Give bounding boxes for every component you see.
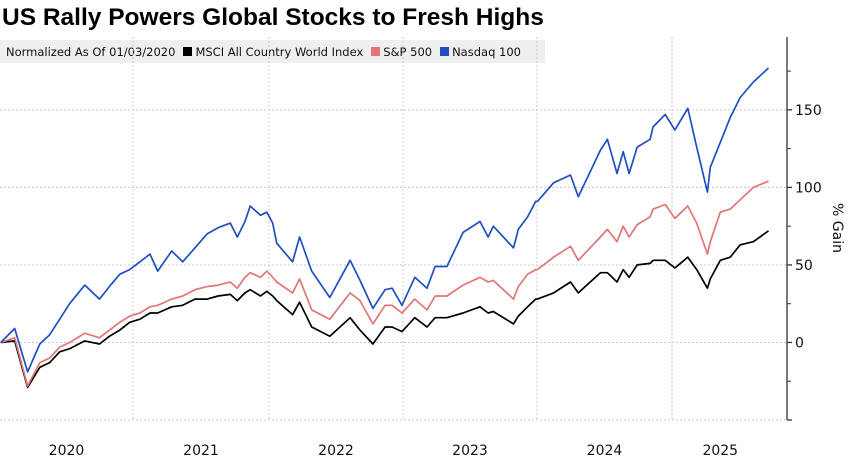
x-tick-label: 2023: [452, 443, 488, 459]
legend: Normalized As Of 01/03/2020 MSCI All Cou…: [0, 40, 545, 63]
legend-label-nasdaq100: Nasdaq 100: [452, 44, 521, 59]
grid: [0, 37, 787, 421]
legend-swatch-msci: [183, 47, 193, 56]
series-line-msci: [0, 230, 769, 389]
y-tick-label: 150: [795, 103, 822, 119]
x-tick-label: 2020: [49, 443, 85, 459]
y-axis-label: % Gain: [829, 203, 845, 253]
series-line-nasdaq100: [0, 67, 770, 373]
series-line-sp500: [0, 180, 769, 387]
legend-item-nasdaq100: Nasdaq 100: [440, 45, 521, 59]
legend-item-msci: MSCI All Country World Index: [183, 45, 363, 59]
x-tick-label: 2024: [587, 443, 623, 459]
x-tick-label: 2025: [702, 443, 738, 459]
legend-item-sp500: S&P 500: [371, 45, 432, 59]
legend-label-msci: MSCI All Country World Index: [195, 44, 364, 59]
legend-swatch-sp500: [371, 47, 381, 56]
chart-title: US Rally Powers Global Stocks to Fresh H…: [2, 4, 544, 31]
y-axis: 0 50 100 150: [786, 37, 822, 421]
y-tick-label: 50: [795, 258, 813, 274]
legend-label-sp500: S&P 500: [383, 44, 433, 59]
y-tick-label: 100: [795, 180, 822, 196]
x-axis-labels: 2020 2021 2022 2023 2024 2025: [49, 443, 738, 459]
series-lines: [0, 67, 770, 389]
x-tick-label: 2022: [318, 443, 354, 459]
y-tick-label: 0: [795, 335, 804, 351]
legend-swatch-nasdaq100: [440, 47, 450, 56]
x-tick-label: 2021: [183, 443, 219, 459]
